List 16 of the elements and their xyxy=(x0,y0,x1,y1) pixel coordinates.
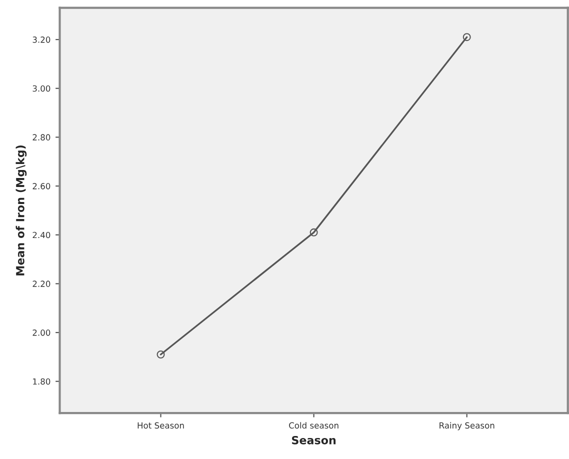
y-axis-title: Mean of Iron (Mg\kg) xyxy=(16,146,27,276)
y-tick-label: 1.80 xyxy=(33,378,50,385)
y-tick-label: 3.00 xyxy=(32,85,50,92)
y-tick-label: 2.00 xyxy=(32,330,50,336)
y-tick-label: 2.60 xyxy=(32,183,50,190)
point xyxy=(310,228,318,236)
x-tick-label: Hot Season xyxy=(138,422,184,429)
x-tick-label: Rainy Season xyxy=(440,422,494,430)
y-tick-label: 2.20 xyxy=(32,280,50,287)
point xyxy=(462,33,471,42)
y-tick-label: 2.80 xyxy=(32,134,50,140)
x-axis-title: Season xyxy=(292,436,336,444)
y-tick-label: 2.40 xyxy=(32,232,50,238)
x-tick-label: Cold season xyxy=(289,422,338,429)
y-tick-label: 3.20 xyxy=(32,36,50,43)
point xyxy=(156,350,165,358)
